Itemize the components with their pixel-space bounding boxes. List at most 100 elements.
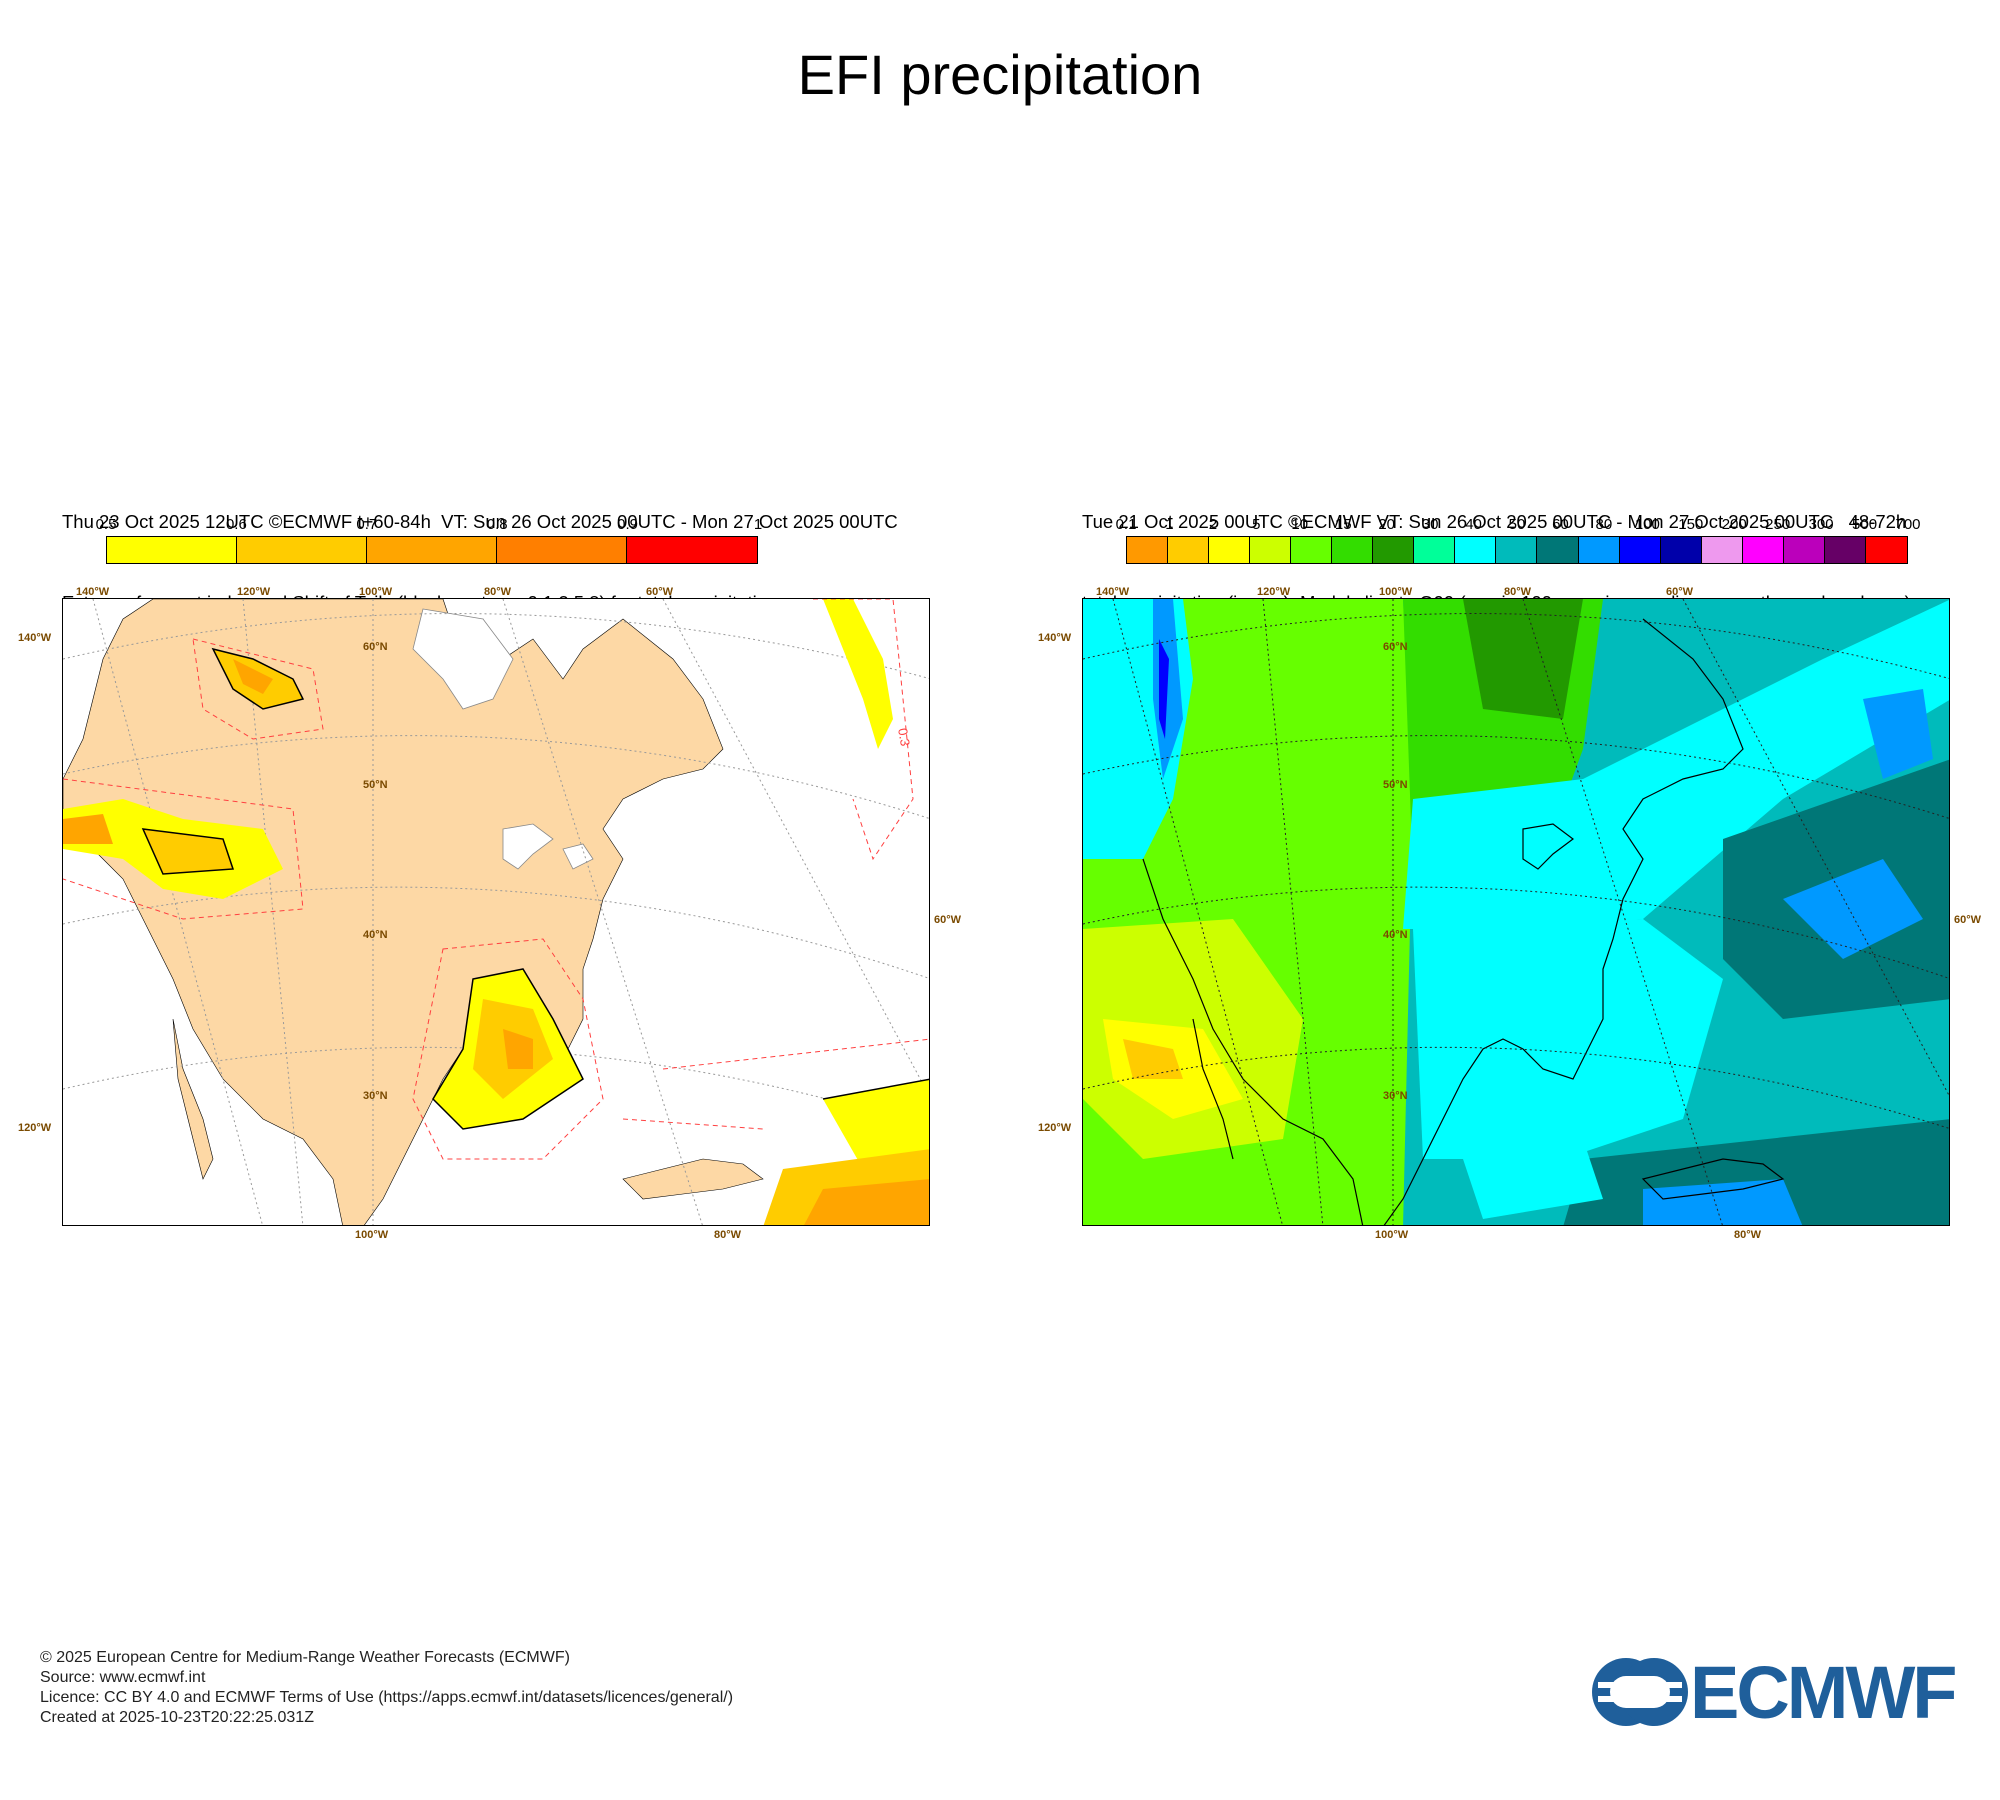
efi-colorbar-swatch bbox=[367, 537, 497, 563]
q99-colorbar-label: 10 bbox=[1291, 516, 1309, 533]
q99-colorbar-swatch bbox=[1537, 537, 1579, 563]
lon-label: 80°W bbox=[714, 1229, 742, 1241]
efi-colorbar-swatch bbox=[497, 537, 627, 563]
q99-colorbar-label: 5 bbox=[1252, 516, 1261, 533]
q99-colorbar-label: 250 bbox=[1765, 516, 1791, 533]
q99-header-line1: Tue 21 Oct 2025 00UTC ©ECMWF VT: Sun 26 … bbox=[1082, 511, 1907, 532]
side-label: 60°W bbox=[934, 914, 962, 926]
q99-colorbar-swatch bbox=[1701, 537, 1743, 563]
q99-colorbar-swatch bbox=[1168, 537, 1210, 563]
side-label: 140°W bbox=[1038, 632, 1072, 644]
lon-label: 120°W bbox=[1257, 586, 1291, 598]
page-title: EFI precipitation bbox=[797, 43, 1203, 106]
q99-colorbar-label: 500 bbox=[1852, 516, 1878, 533]
cuba-island bbox=[622, 1158, 764, 1200]
lon-label: 120°W bbox=[237, 586, 271, 598]
q99-colorbar-swatch bbox=[1619, 537, 1661, 563]
q99-colorbar-swatch bbox=[1455, 537, 1497, 563]
ecmwf-logo: ECMWF bbox=[1590, 1655, 1965, 1730]
lon-label: 100°W bbox=[1379, 586, 1413, 598]
q99-colorbar-label: 2 bbox=[1208, 516, 1218, 533]
lon-label: 100°W bbox=[355, 1229, 389, 1241]
q99-colorbar-swatch bbox=[1742, 537, 1784, 563]
efi-colorbar-label: 0.7 bbox=[356, 516, 378, 533]
hudson-bay bbox=[412, 608, 514, 710]
q99-colorbar-swatch bbox=[1332, 537, 1374, 563]
q99-colorbar-swatch bbox=[1209, 537, 1251, 563]
ecmwf-logo-icon bbox=[1592, 1658, 1688, 1726]
q99-colorbar-label: 80 bbox=[1595, 516, 1613, 533]
footer-copyright: © 2025 European Centre for Medium-Range … bbox=[40, 1649, 570, 1666]
lat-label: 40°N bbox=[1383, 929, 1408, 941]
efi-shading bbox=[63, 599, 929, 1225]
q99-colorbar-label: 300 bbox=[1808, 516, 1834, 533]
q99-panel: Tue 21 Oct 2025 00UTC ©ECMWF VT: Sun 26 … bbox=[1038, 450, 2000, 1241]
lat-label: 50°N bbox=[1383, 779, 1408, 791]
baja-peninsula bbox=[172, 1018, 214, 1180]
q99-colorbar-swatch bbox=[1578, 537, 1620, 563]
lat-label: 60°N bbox=[1383, 641, 1408, 653]
lon-label: 80°W bbox=[1734, 1229, 1762, 1241]
lon-label: 80°W bbox=[1504, 586, 1532, 598]
footer: © 2025 European Centre for Medium-Range … bbox=[40, 1648, 733, 1728]
efi-colorbar-label: 0.9 bbox=[617, 516, 639, 533]
q99-colorbar-label: 200 bbox=[1721, 516, 1747, 533]
efi-colorbar-label: 1 bbox=[753, 516, 763, 533]
lat-label: 50°N bbox=[363, 779, 388, 791]
lon-label: 140°W bbox=[1096, 586, 1130, 598]
q99-colorbar-swatch bbox=[1783, 537, 1825, 563]
footer-licence: Licence: CC BY 4.0 and ECMWF Terms of Us… bbox=[40, 1689, 734, 1706]
q99-colorbar-label: 150 bbox=[1678, 516, 1704, 533]
lon-label: 100°W bbox=[359, 586, 393, 598]
q99-map-graphic bbox=[1083, 599, 1949, 1225]
q99-colorbar-swatch bbox=[1414, 537, 1456, 563]
side-label: 60°W bbox=[1954, 914, 1982, 926]
lon-label: 100°W bbox=[1375, 1229, 1409, 1241]
lon-label: 60°W bbox=[1666, 586, 1694, 598]
lon-label: 140°W bbox=[76, 586, 110, 598]
efi-colorbar-label: 0.6 bbox=[225, 516, 247, 533]
q99-colorbar-swatch bbox=[1496, 537, 1538, 563]
land-mass bbox=[63, 599, 724, 1225]
efi-map-graphic: 0.3 bbox=[63, 599, 929, 1225]
q99-colorbar-swatch bbox=[1824, 537, 1866, 563]
efi-map: 0.3 bbox=[62, 598, 930, 1226]
contour-label: 0.3 bbox=[895, 727, 913, 747]
q99-colorbar-swatch bbox=[1660, 537, 1702, 563]
efi-colorbar-label: 0.5 bbox=[95, 516, 117, 533]
side-label: 120°W bbox=[18, 1122, 52, 1134]
efi-panel: Thu 23 Oct 2025 12UTC ©ECMWF t+60-84h VT… bbox=[18, 450, 982, 1241]
q99-colorbar-swatch bbox=[1373, 537, 1415, 563]
q99-colorbar-label: 30 bbox=[1421, 516, 1439, 533]
efi-colorbar-swatch bbox=[627, 537, 757, 563]
footer-created: Created at 2025-10-23T20:22:25.031Z bbox=[40, 1709, 314, 1726]
efi-header-line1: Thu 23 Oct 2025 12UTC ©ECMWF t+60-84h VT… bbox=[62, 511, 898, 532]
efi-colorbar-swatch bbox=[107, 537, 237, 563]
lat-label: 60°N bbox=[363, 641, 388, 653]
lon-label: 80°W bbox=[484, 586, 512, 598]
q99-colorbar-label: 40 bbox=[1465, 516, 1482, 533]
q99-colorbar-label: 100 bbox=[1634, 516, 1660, 533]
great-lakes bbox=[502, 823, 594, 870]
side-label: 140°W bbox=[18, 632, 52, 644]
q99-colorbar-swatch bbox=[1250, 537, 1292, 563]
q99-colorbar-swatch bbox=[1127, 537, 1169, 563]
footer-source: Source: www.ecmwf.int bbox=[40, 1669, 206, 1686]
q99-colorbar bbox=[1126, 536, 1908, 564]
q99-colorbar-label: 20 bbox=[1378, 516, 1395, 533]
efi-colorbar-label: 0.8 bbox=[486, 516, 508, 533]
lat-label: 30°N bbox=[363, 1090, 388, 1102]
q99-colorbar-label: 15 bbox=[1334, 516, 1352, 533]
q99-map bbox=[1082, 598, 1950, 1226]
q99-colorbar-label: 60 bbox=[1552, 516, 1569, 533]
q99-colorbar-label: 0.1 bbox=[1115, 516, 1137, 533]
efi-colorbar bbox=[106, 536, 758, 564]
q99-colorbar-label: 700 bbox=[1895, 516, 1921, 533]
lon-label: 60°W bbox=[646, 586, 674, 598]
lat-label: 40°N bbox=[363, 929, 388, 941]
efi-colorbar-swatch bbox=[237, 537, 367, 563]
ecmwf-logo-text: ECMWF bbox=[1690, 1651, 1957, 1734]
q99-colorbar-swatch bbox=[1865, 537, 1907, 563]
q99-colorbar-swatch bbox=[1291, 537, 1333, 563]
q99-colorbar-label: 1 bbox=[1165, 516, 1174, 533]
